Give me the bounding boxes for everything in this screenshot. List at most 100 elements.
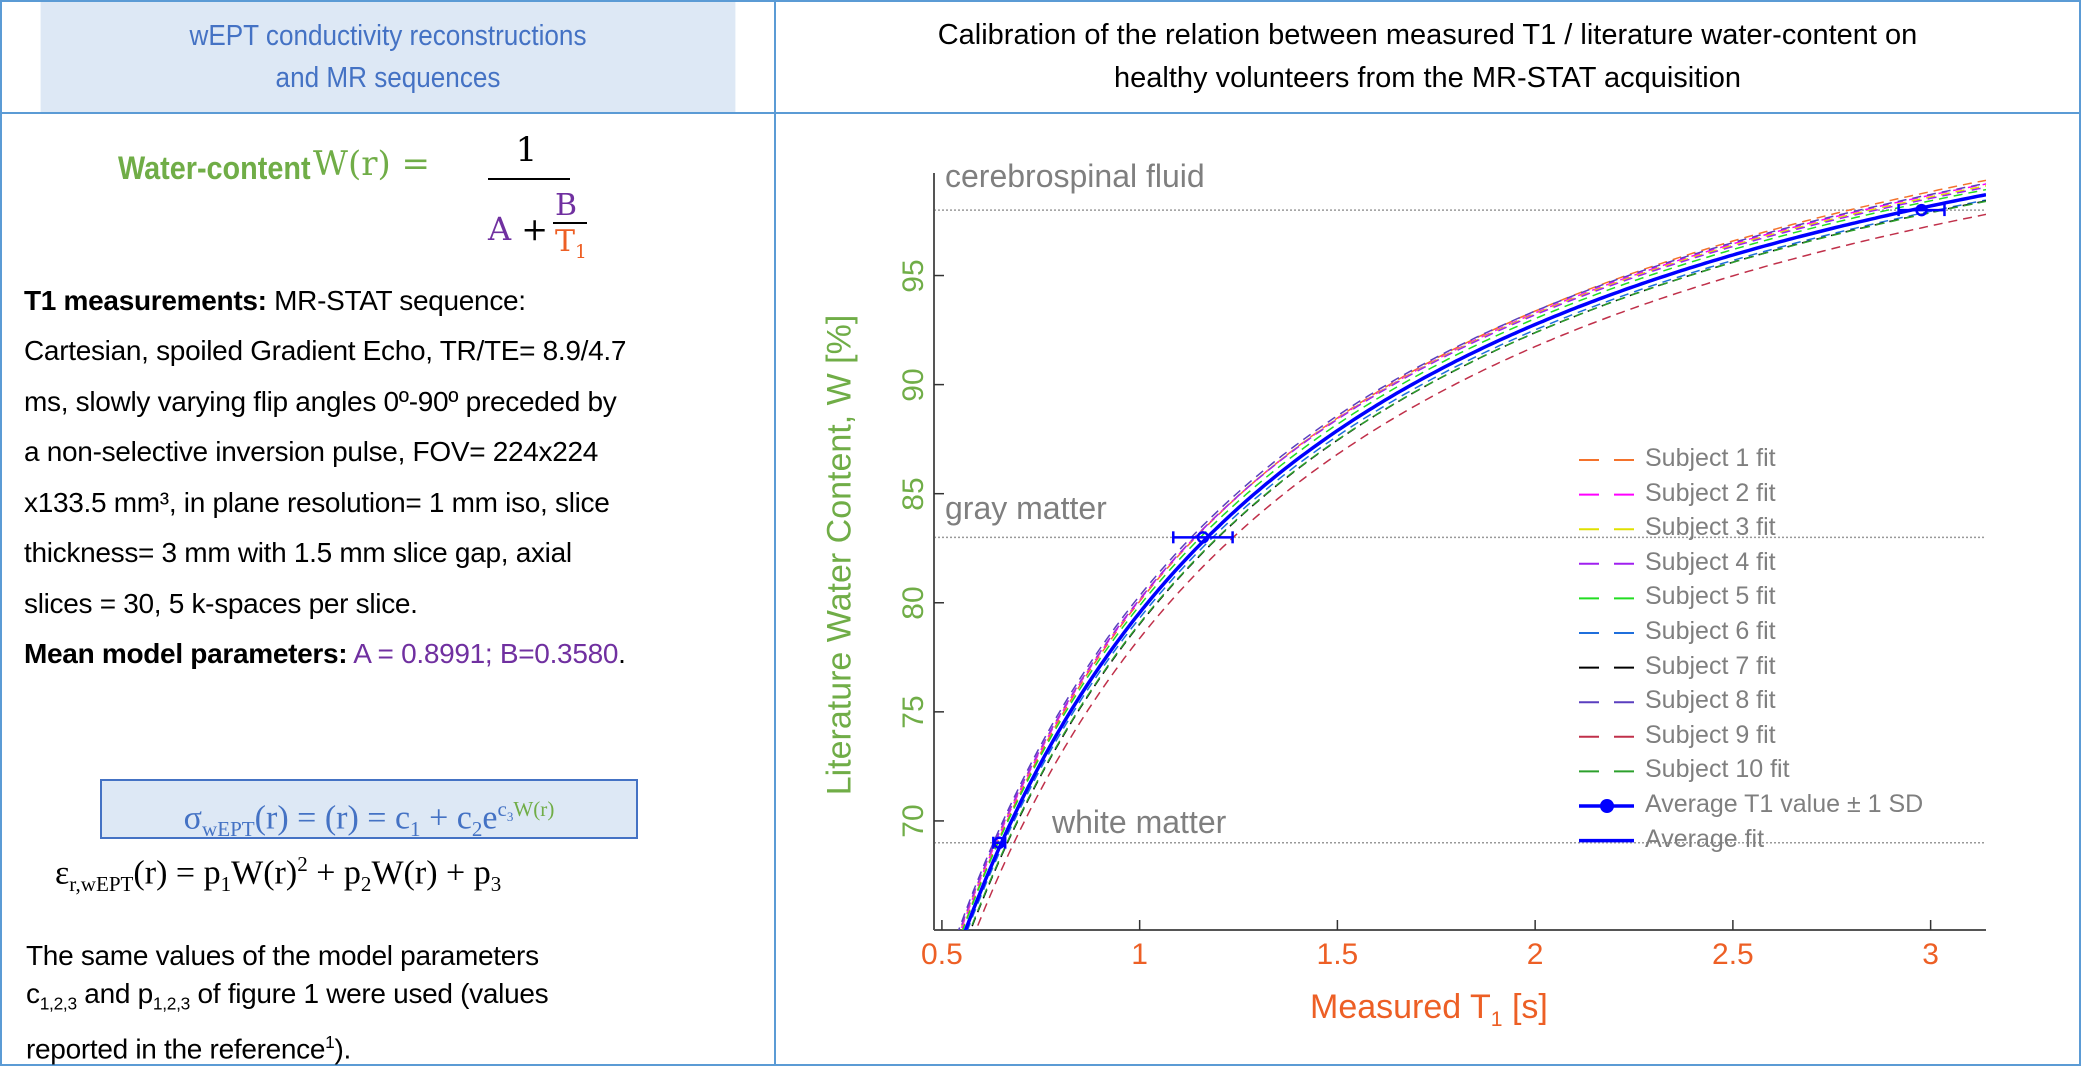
gray-matter-label: gray matter bbox=[945, 490, 1107, 526]
c-sub: 1,2,3 bbox=[39, 993, 77, 1014]
t1-line-5: thickness= 3 mm with 1.5 mm slice gap, a… bbox=[24, 537, 572, 568]
y-tick-label: 85 bbox=[897, 477, 930, 511]
footer-rest: of figure 1 were used (values bbox=[190, 978, 549, 1009]
right-header: Calibration of the relation between meas… bbox=[776, 2, 2079, 112]
y-tick-label: 70 bbox=[897, 804, 930, 838]
x-tick-label: 3 bbox=[1922, 938, 1939, 971]
eps-sub: r,wEPT bbox=[69, 872, 134, 897]
formula-w: W(r) = bbox=[313, 144, 431, 184]
formula-denominator: A + bbox=[488, 210, 548, 248]
param-a: A bbox=[488, 210, 512, 248]
mean-params-values: A = 0.8991; B=0.3580 bbox=[353, 638, 619, 669]
eps-t3: + p bbox=[307, 854, 361, 892]
p-sub: 1,2,3 bbox=[152, 993, 191, 1014]
legend-entry: Subject 7 fit bbox=[1645, 651, 1776, 680]
t1-text: MR-STAT sequence: bbox=[274, 285, 526, 316]
y-tick-label: 90 bbox=[897, 367, 930, 402]
t1-line-4: x133.5 mm³, in plane resolution= 1 mm is… bbox=[24, 487, 610, 518]
and-p: and p bbox=[76, 978, 153, 1009]
t1-line-1: Cartesian, spoiled Gradient Echo, TR/TE=… bbox=[24, 335, 627, 366]
legend-entry: Average T1 value ± 1 SD bbox=[1645, 790, 1924, 818]
y-tick-label: 80 bbox=[897, 586, 930, 620]
subject-fit-curve bbox=[961, 188, 1986, 930]
legend-entry: Subject 3 fit bbox=[1645, 513, 1776, 542]
average-point bbox=[1915, 203, 1928, 217]
left-header: wEPT conductivity reconstructions and MR… bbox=[40, 2, 736, 112]
exp-e: e bbox=[482, 799, 498, 837]
x-label-text: Measured T bbox=[1310, 988, 1491, 1026]
x-axis-label: Measured T1 [s] bbox=[1310, 988, 1548, 1032]
x-tick-label: 0.5 bbox=[921, 938, 963, 971]
sigma-formula-box: σwEPT(r) = (r) = c1 + c2ec3W(r) bbox=[100, 779, 638, 842]
right-header-line1: Calibration of the relation between meas… bbox=[937, 19, 1918, 51]
sigma: σ bbox=[183, 799, 202, 837]
sigma-sub: wEPT bbox=[201, 817, 255, 842]
subject-fit-curve bbox=[969, 200, 1986, 930]
subject-fit-curve bbox=[959, 186, 1986, 930]
subject-fit-curve bbox=[969, 200, 1986, 930]
formula-lhs: W(r) = bbox=[313, 144, 430, 184]
footer-text: The same values of the model parameters … bbox=[26, 937, 549, 1068]
y-axis-label: Literature Water Content, W [%] bbox=[820, 314, 859, 796]
legend-entry: Average fit bbox=[1645, 824, 1765, 853]
ref-number: 1 bbox=[325, 1031, 335, 1052]
eps-t4: W(r) + p bbox=[371, 854, 491, 892]
mean-params: Mean model parameters: A = 0.8991; B=0.3… bbox=[24, 638, 626, 670]
subject-fit-curve bbox=[961, 179, 1986, 930]
c3: c bbox=[497, 797, 507, 821]
subject-fit-curve bbox=[975, 213, 1986, 930]
water-content-formula: Water-content W(r) = bbox=[118, 120, 458, 260]
square: 2 bbox=[297, 852, 308, 876]
footer-ref: reported in the reference bbox=[26, 1032, 326, 1064]
eps: ε bbox=[55, 854, 70, 892]
t1-line-3: a non-selective inversion pulse, FOV= 22… bbox=[24, 436, 599, 467]
t1-line-0: T1 measurements: MR-STAT sequence: bbox=[24, 285, 526, 317]
column-divider bbox=[774, 0, 776, 1066]
legend-entry: Subject 9 fit bbox=[1645, 720, 1776, 749]
subject-fit-curve bbox=[959, 185, 1986, 930]
c3-sub: 3 bbox=[506, 809, 514, 825]
subject-fit-curve bbox=[966, 199, 1986, 930]
average-point bbox=[1196, 531, 1210, 544]
csf-label: cerebrospinal fluid bbox=[945, 158, 1205, 194]
param-b: B bbox=[555, 188, 578, 223]
mean-params-end: . bbox=[618, 638, 626, 669]
plus-sign: + bbox=[521, 210, 549, 248]
legend-entry: Subject 4 fit bbox=[1645, 547, 1776, 576]
footer-line2: c1,2,3 and p1,2,3 of figure 1 were used … bbox=[26, 975, 549, 1023]
legend-entry: Subject 10 fit bbox=[1645, 755, 1790, 784]
legend-entry: Subject 6 fit bbox=[1645, 617, 1776, 645]
left-header-line1: wEPT conductivity reconstructions bbox=[189, 20, 587, 52]
p2: 2 bbox=[360, 872, 372, 897]
y-tick-label: 75 bbox=[897, 695, 930, 729]
footer-line3: reported in the reference1). bbox=[26, 1023, 548, 1068]
average-fit-curve bbox=[963, 192, 1986, 930]
x-tick-label: 2.5 bbox=[1712, 938, 1754, 971]
t1-line-2: ms, slowly varying flip angles 0º-90º pr… bbox=[24, 386, 617, 417]
sigma-text: (r) = (r) = c bbox=[254, 799, 411, 837]
fraction-bar bbox=[488, 178, 570, 180]
t-sub: 1 bbox=[575, 242, 587, 263]
legend-entry: Subject 8 fit bbox=[1645, 686, 1776, 715]
right-header-line2: healthy volunteers from the MR-STAT acqu… bbox=[1114, 62, 1741, 94]
p3: 3 bbox=[490, 872, 502, 897]
t1-line-6: slices = 30, 5 k-spaces per slice. bbox=[24, 588, 418, 619]
legend-marker bbox=[1600, 799, 1614, 813]
x-tick-label: 1.5 bbox=[1316, 938, 1359, 971]
x-tick-label: 1 bbox=[1131, 938, 1148, 971]
y-tick-label: 95 bbox=[897, 258, 930, 293]
legend-entry: Subject 5 fit bbox=[1645, 582, 1776, 611]
t-letter: T bbox=[555, 224, 576, 259]
footer-line1: The same values of the model parameters bbox=[26, 940, 539, 971]
eps-t1: (r) = p bbox=[133, 854, 221, 892]
c2-sub: 2 bbox=[471, 817, 483, 842]
left-header-line2: and MR sequences bbox=[275, 62, 501, 94]
legend-entry: Subject 2 fit bbox=[1645, 478, 1776, 507]
eps-t2: W(r) bbox=[231, 854, 298, 892]
legend-entry: Subject 1 fit bbox=[1645, 444, 1776, 472]
mean-params-heading: Mean model parameters: bbox=[24, 638, 348, 669]
footer-end: ). bbox=[334, 1032, 352, 1064]
sub-fraction-bar bbox=[553, 222, 587, 224]
